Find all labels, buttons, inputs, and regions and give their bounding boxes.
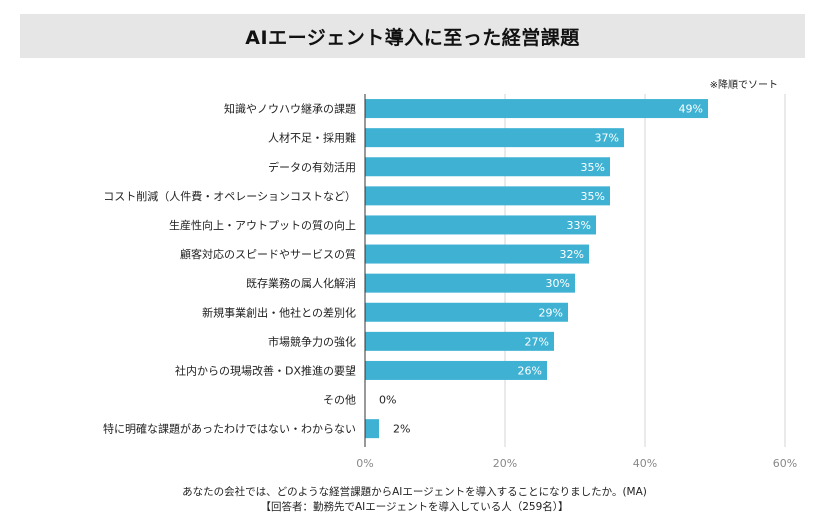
category-label: データの有効活用 xyxy=(268,160,356,174)
category-label: 既存業務の属人化解消 xyxy=(246,276,356,290)
bar xyxy=(365,186,610,206)
data-label: 32% xyxy=(560,248,584,261)
bar xyxy=(365,99,708,119)
data-label: 30% xyxy=(546,277,570,290)
x-tick-label: 0% xyxy=(356,457,373,470)
bar xyxy=(365,360,547,380)
data-label: 2% xyxy=(393,423,410,436)
chart-title-bar: AIエージェント導入に至った経営課題 xyxy=(20,14,805,58)
category-label: 顧客対応のスピードやサービスの質 xyxy=(180,247,356,261)
footer-question: あなたの会社では、どのような経営課題からAIエージェントを導入することになりまし… xyxy=(182,486,647,498)
data-label: 33% xyxy=(567,219,591,232)
data-label: 29% xyxy=(539,306,563,319)
bar xyxy=(365,215,596,235)
data-label: 37% xyxy=(595,132,619,145)
category-label: 知識やノウハウ継承の課題 xyxy=(224,102,356,116)
data-label: 35% xyxy=(581,161,605,174)
bar xyxy=(365,244,589,264)
data-label: 49% xyxy=(679,103,703,116)
x-tick-label: 20% xyxy=(493,457,517,470)
bar xyxy=(365,128,624,148)
chart-title: AIエージェント導入に至った経営課題 xyxy=(245,26,580,49)
category-label: 市場競争力の強化 xyxy=(268,334,356,348)
bar xyxy=(365,302,568,322)
bar xyxy=(365,331,554,351)
category-label: その他 xyxy=(323,394,356,407)
category-label: 生産性向上・アウトプットの質の向上 xyxy=(169,218,356,232)
data-label: 26% xyxy=(518,364,542,377)
category-label: コスト削減（人件費・オペレーションコストなど） xyxy=(103,189,356,203)
data-label: 0% xyxy=(379,394,396,407)
bar xyxy=(365,419,379,439)
bar xyxy=(365,157,610,177)
x-tick-label: 40% xyxy=(633,457,657,470)
category-label: 社内からの現場改善・DX推進の要望 xyxy=(175,363,356,377)
x-tick-label: 60% xyxy=(773,457,797,470)
category-label: 特に明確な課題があったわけではない・わからない xyxy=(103,422,356,436)
sort-note: ※降順でソート xyxy=(710,78,778,91)
bar xyxy=(365,273,575,293)
category-label: 人材不足・採用難 xyxy=(268,131,356,145)
data-label: 35% xyxy=(581,190,605,203)
category-label: 新規事業創出・他社との差別化 xyxy=(202,305,356,319)
footer-respondents: 【回答者：勤務先でAIエージェントを導入している人（259名）】 xyxy=(260,501,569,513)
data-label: 27% xyxy=(525,335,549,348)
